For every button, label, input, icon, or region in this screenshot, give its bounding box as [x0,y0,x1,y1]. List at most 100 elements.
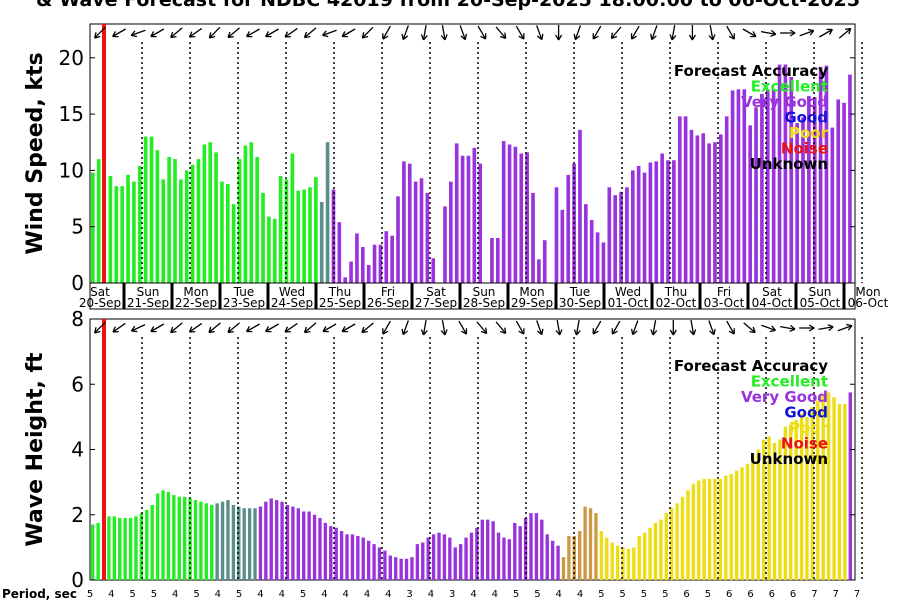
bar [754,107,758,283]
bar [812,97,817,283]
bar [789,76,794,284]
day-date-label: 23-Sep [223,296,265,310]
bar [765,89,770,283]
bar [578,531,582,580]
bar [215,503,219,580]
bar [695,135,700,283]
bar [302,511,306,580]
bar [404,558,409,580]
direction-arrow [341,28,356,38]
direction-arrow [726,320,735,335]
direction-arrow [284,322,298,333]
bar [179,179,183,283]
bar [748,125,752,283]
bar [648,527,652,580]
bar [384,231,389,283]
bar [329,526,333,580]
direction-arrow [150,323,165,333]
bar [296,190,301,283]
day-name-label: Fri [381,285,395,299]
y-tick-label: 8 [71,307,84,331]
bar [231,504,236,580]
bar [449,181,453,283]
direction-arrow [150,28,165,38]
bar [554,187,559,283]
direction-arrow [689,320,697,336]
bar [453,547,457,581]
direction-arrow [112,28,126,38]
bar [360,246,365,283]
bar [826,392,831,580]
period-value: 5 [129,589,135,600]
bar [789,425,793,580]
bar [578,129,582,283]
bar [193,500,198,580]
bar [464,537,468,580]
period-value: 5 [641,589,647,600]
direction-arrow [726,25,735,40]
bar [630,170,635,283]
day-date-label: 26-Sep [367,296,409,310]
bar [584,204,588,283]
period-value: 4 [172,589,178,600]
bar [734,470,739,580]
bar [161,490,165,580]
bar [155,150,160,283]
bar [272,218,277,283]
bar [415,544,420,580]
bar [659,519,663,580]
period-value: 4 [257,589,263,600]
bar [431,534,436,580]
direction-arrow [743,322,756,334]
bar [642,172,647,283]
bar [756,449,760,580]
direction-arrow [476,321,488,334]
direction-arrow [130,324,146,333]
bar [155,493,160,580]
direction-arrow [208,26,221,39]
chart-title: & Wave Forecast for NDBC 42019 from 20-S… [36,0,860,11]
bar [339,531,344,580]
bar [226,500,230,580]
period-value: 4 [556,589,562,600]
period-value: 5 [151,589,157,600]
bar [356,535,360,580]
legend-title: Forecast Accuracy [674,62,828,80]
direction-arrow [303,322,317,334]
direction-arrow [780,324,796,332]
day-name-label: Wed [615,285,641,299]
bar [480,519,484,580]
bar [625,187,629,283]
direction-arrow [341,323,356,333]
period-value: 4 [385,589,391,600]
bar [253,508,257,580]
bar [308,187,312,283]
bar [196,159,201,283]
period-value: 5 [662,589,668,600]
bar [495,237,500,283]
bar [475,527,479,580]
period-value: 5 [598,589,604,600]
bar [745,464,750,580]
bar [810,407,815,580]
direction-arrow [440,25,448,41]
bar [355,233,359,283]
direction-arrow [322,323,337,333]
bar [390,235,394,283]
day-name-label: Mon [183,285,208,299]
direction-arrow [245,323,260,333]
bar [173,159,177,283]
bar [388,555,392,580]
day-name-label: Sun [809,285,832,299]
bar [337,222,342,283]
day-name-label: Tue [569,285,591,299]
bar [91,172,95,283]
period-value: 4 [343,589,349,600]
bar [680,496,685,580]
day-date-label: 28-Sep [463,296,505,310]
bar [143,136,148,283]
y-axis-label: Wind Speed, kts [23,52,48,254]
period-value: 4 [215,589,221,600]
bar [626,549,631,580]
legend-item: Unknown [750,450,828,468]
